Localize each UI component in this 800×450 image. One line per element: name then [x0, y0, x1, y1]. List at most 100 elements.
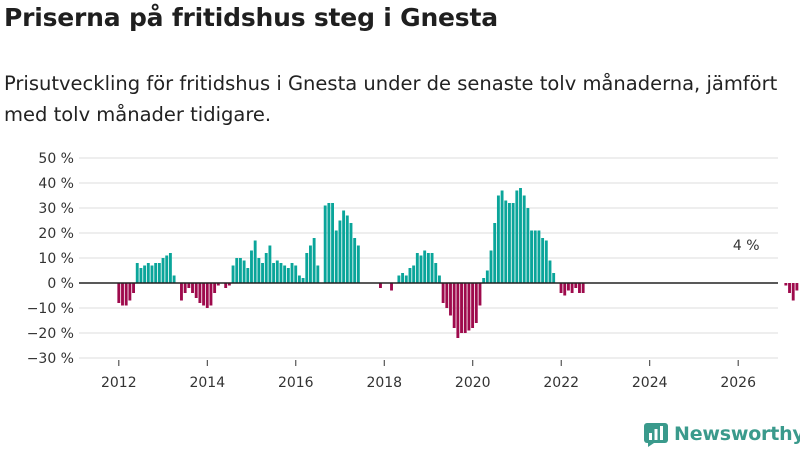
bar — [121, 283, 124, 306]
bar — [437, 275, 441, 283]
bar — [397, 275, 401, 283]
bar — [183, 283, 187, 293]
brand-name: Newsworthy — [674, 423, 800, 445]
bar — [323, 205, 327, 283]
bar — [408, 268, 412, 283]
bar — [452, 283, 456, 328]
bar — [213, 283, 217, 293]
brand[interactable]: Newsworthy — [644, 420, 800, 448]
bar — [294, 265, 298, 283]
y-tick-label: −30 % — [27, 351, 74, 367]
bar — [533, 230, 537, 283]
bar — [150, 265, 154, 283]
bar — [795, 283, 799, 291]
bar — [268, 245, 272, 283]
bar — [305, 253, 309, 283]
bar — [132, 283, 135, 293]
bar — [250, 250, 253, 283]
y-tick-label: 0 % — [47, 276, 74, 292]
bar — [570, 283, 574, 293]
bar — [338, 220, 342, 283]
bar — [489, 250, 493, 283]
bar — [309, 245, 312, 283]
bar — [482, 278, 486, 283]
bar — [353, 238, 357, 283]
bar — [205, 283, 209, 308]
bar — [253, 240, 257, 283]
bar — [172, 275, 176, 283]
bar — [390, 283, 393, 291]
bar — [117, 283, 121, 303]
x-tick-label: 2024 — [632, 375, 668, 391]
bar — [434, 263, 438, 283]
bar — [180, 283, 183, 301]
bar — [272, 263, 276, 283]
bar — [412, 265, 416, 283]
bar — [349, 223, 353, 283]
bar — [161, 258, 165, 283]
bar — [541, 238, 545, 283]
bar — [788, 283, 791, 293]
bar — [128, 283, 132, 301]
bar — [124, 283, 128, 306]
bar — [279, 263, 283, 283]
bar — [574, 283, 578, 288]
bar — [426, 253, 430, 283]
bar — [261, 263, 264, 283]
bar — [227, 283, 231, 286]
y-tick-label: −20 % — [27, 326, 74, 342]
bar — [334, 230, 338, 283]
bar — [224, 283, 228, 288]
bar — [191, 283, 194, 293]
bar — [415, 253, 419, 283]
bar — [345, 215, 349, 283]
bar — [504, 200, 508, 283]
bar — [474, 283, 478, 323]
bar — [404, 275, 408, 283]
bar — [578, 283, 581, 293]
bar — [563, 283, 567, 296]
bar — [231, 265, 235, 283]
bar — [301, 278, 305, 283]
y-tick-label: −10 % — [27, 301, 74, 317]
chart-title: Priserna på fritidshus steg i Gnesta — [4, 3, 498, 32]
bar — [784, 283, 788, 286]
bar — [379, 283, 382, 288]
bar — [154, 263, 158, 283]
bar — [257, 258, 261, 283]
bar — [445, 283, 449, 308]
bar — [467, 283, 471, 331]
bar — [216, 283, 220, 286]
bar — [235, 258, 239, 283]
y-tick-label: 20 % — [38, 226, 74, 242]
bar — [566, 283, 570, 291]
bar — [157, 263, 161, 283]
y-tick-label: 40 % — [38, 176, 74, 192]
bar — [441, 283, 445, 303]
x-tick-label: 2022 — [543, 375, 579, 391]
bar — [519, 188, 522, 283]
bar — [500, 190, 504, 283]
bar — [283, 265, 287, 283]
bar — [423, 250, 427, 283]
bar — [286, 268, 290, 283]
bar — [168, 253, 172, 283]
bar — [430, 253, 434, 283]
y-tick-label: 10 % — [38, 251, 74, 267]
bar — [493, 223, 497, 283]
bar — [242, 260, 246, 283]
bar — [356, 245, 360, 283]
bar — [146, 263, 150, 283]
bar — [496, 195, 500, 283]
bar — [194, 283, 198, 298]
bar — [485, 270, 489, 283]
bar — [471, 283, 475, 328]
bar — [198, 283, 202, 303]
bar — [548, 260, 552, 283]
bar — [508, 203, 511, 283]
bar — [515, 190, 519, 283]
bar — [143, 265, 147, 283]
bar — [275, 260, 279, 283]
bar — [312, 238, 316, 283]
